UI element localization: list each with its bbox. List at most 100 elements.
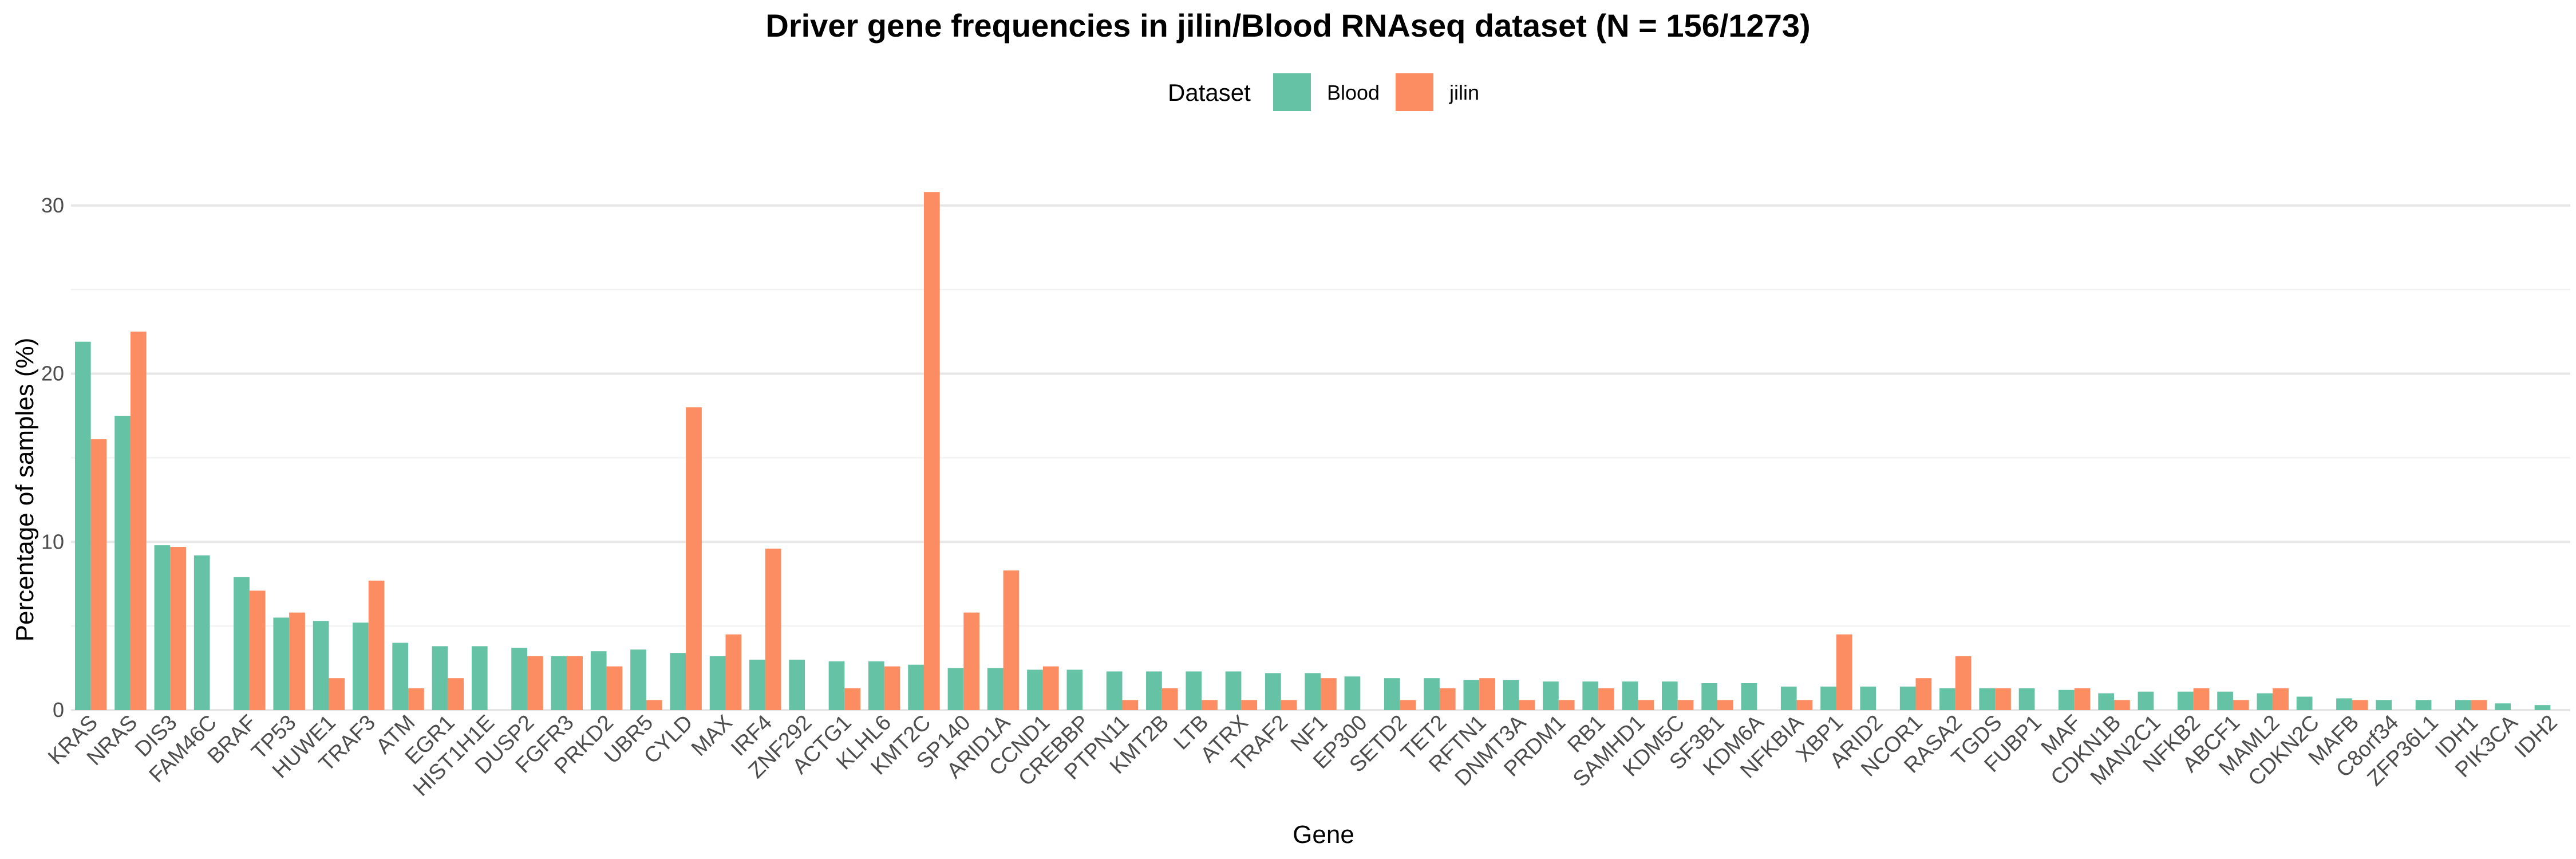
- bar-blood-ep300: [1344, 676, 1361, 710]
- bar-blood-maml2: [2257, 693, 2273, 710]
- x-tick-label: MAX: [687, 711, 737, 761]
- y-tick-label: 20: [41, 362, 64, 385]
- bar-blood-irf4: [749, 659, 765, 710]
- bar-jilin-maf: [2074, 688, 2091, 710]
- bar-jilin-actg1: [844, 688, 861, 710]
- bar-blood-znf292: [789, 659, 805, 710]
- bar-jilin-samhd1: [1638, 700, 1654, 710]
- bars: [74, 192, 2551, 710]
- bar-blood-ccnd1: [1027, 669, 1043, 710]
- bar-jilin-ccnd1: [1042, 666, 1059, 710]
- bar-jilin-kras: [90, 439, 107, 710]
- bar-blood-ptpn11: [1106, 671, 1123, 710]
- bar-jilin-prkd2: [606, 666, 623, 710]
- bar-blood-man2c1: [2138, 691, 2154, 710]
- bar-blood-sp140: [947, 668, 964, 710]
- bar-jilin-nras: [130, 332, 147, 710]
- bar-blood-setd2: [1384, 678, 1400, 710]
- bar-blood-tp53: [273, 617, 290, 710]
- bar-jilin-abcf1: [2233, 700, 2249, 710]
- legend-label-jilin: jilin: [1449, 81, 1479, 104]
- bar-jilin-kmt2b: [1161, 688, 1178, 710]
- bar-blood-kras: [74, 341, 91, 710]
- bar-blood-fgfr3: [551, 656, 567, 710]
- legend-label-blood: Blood: [1327, 81, 1380, 104]
- bar-jilin-egr1: [448, 678, 464, 710]
- bar-jilin-sf3b1: [1717, 700, 1733, 710]
- bar-blood-dusp2: [511, 648, 527, 710]
- bar-jilin-dnmt3a: [1519, 700, 1535, 710]
- x-tick-label: IDH2: [2510, 711, 2562, 763]
- bar-blood-nras: [114, 415, 131, 710]
- y-axis-title: Percentage of samples (%): [11, 338, 39, 642]
- bar-blood-klhl6: [868, 661, 884, 710]
- bar-blood-sf3b1: [1701, 683, 1718, 710]
- bar-blood-dnmt3a: [1503, 680, 1519, 710]
- bar-jilin-sp140: [963, 612, 980, 710]
- bar-blood-cyld: [670, 653, 686, 710]
- bar-blood-rftn1: [1463, 680, 1480, 710]
- bar-jilin-cdkn1b: [2114, 700, 2130, 710]
- bar-blood-prkd2: [590, 651, 607, 710]
- x-axis-ticks: KRASNRASDIS3FAM46CBRAFTP53HUWE1TRAF3ATME…: [44, 710, 2562, 801]
- bar-jilin-mafb: [2352, 700, 2368, 710]
- bar-blood-ubr5: [630, 649, 646, 710]
- bar-blood-kdm6a: [1741, 683, 1757, 710]
- bar-blood-traf2: [1265, 673, 1281, 710]
- bar-jilin-tgds: [1995, 688, 2011, 710]
- bar-jilin-cyld: [686, 407, 702, 710]
- bar-jilin-rftn1: [1479, 678, 1495, 710]
- gridlines: [71, 204, 2570, 711]
- bar-blood-braf: [234, 577, 250, 710]
- bar-blood-xbp1: [1820, 686, 1836, 710]
- bar-jilin-braf: [249, 590, 266, 710]
- bar-blood-rasa2: [1939, 688, 1955, 710]
- bar-jilin-kdm5c: [1677, 700, 1694, 710]
- bar-blood-kdm5c: [1661, 681, 1678, 710]
- bar-blood-c8orf34: [2376, 700, 2392, 710]
- bar-jilin-klhl6: [884, 666, 900, 710]
- y-tick-label: 10: [41, 530, 64, 553]
- bar-jilin-fgfr3: [567, 656, 583, 710]
- x-axis-title: Gene: [1293, 821, 1354, 849]
- bar-jilin-nfkbia: [1796, 700, 1813, 710]
- bar-blood-nf1: [1305, 673, 1321, 710]
- legend: Dataset Blood jilin: [1168, 73, 1479, 111]
- bar-blood-tet2: [1424, 678, 1440, 710]
- bar-blood-nfkbia: [1780, 686, 1797, 710]
- bar-blood-pik3ca: [2495, 703, 2511, 710]
- bar-blood-ncor1: [1899, 686, 1916, 710]
- bar-blood-zfp36l1: [2415, 700, 2432, 710]
- bar-jilin-rb1: [1598, 688, 1614, 710]
- legend-swatch-jilin: [1396, 73, 1433, 111]
- bar-blood-idh2: [2534, 705, 2551, 710]
- bar-blood-maf: [2059, 689, 2075, 710]
- bar-blood-prdm1: [1543, 681, 1559, 710]
- bar-blood-actg1: [828, 661, 845, 710]
- bar-blood-hist1h1e: [471, 646, 488, 710]
- legend-title: Dataset: [1168, 79, 1251, 106]
- bar-blood-cdkn1b: [2098, 693, 2115, 710]
- bar-blood-tgds: [1979, 688, 1996, 710]
- bar-blood-traf3: [353, 622, 369, 710]
- bar-blood-dis3: [154, 545, 171, 710]
- bar-blood-atm: [392, 643, 409, 710]
- bar-blood-fubp1: [2018, 688, 2035, 710]
- bar-jilin-ptpn11: [1122, 700, 1139, 710]
- bar-jilin-huwe1: [329, 678, 345, 710]
- bar-jilin-ncor1: [1915, 678, 1932, 710]
- bar-jilin-rasa2: [1955, 656, 1971, 710]
- bar-blood-fam46c: [193, 555, 210, 710]
- bar-jilin-traf3: [368, 580, 385, 710]
- bar-jilin-ubr5: [646, 700, 662, 710]
- bar-blood-kmt2b: [1146, 671, 1162, 710]
- bar-blood-atrx: [1225, 671, 1242, 710]
- bar-blood-kmt2c: [908, 664, 924, 710]
- bar-blood-arid1a: [987, 668, 1003, 710]
- y-tick-label: 30: [41, 194, 64, 217]
- legend-swatch-blood: [1273, 73, 1311, 111]
- bar-jilin-xbp1: [1836, 634, 1852, 710]
- bar-blood-egr1: [432, 646, 448, 710]
- bar-blood-huwe1: [313, 621, 329, 710]
